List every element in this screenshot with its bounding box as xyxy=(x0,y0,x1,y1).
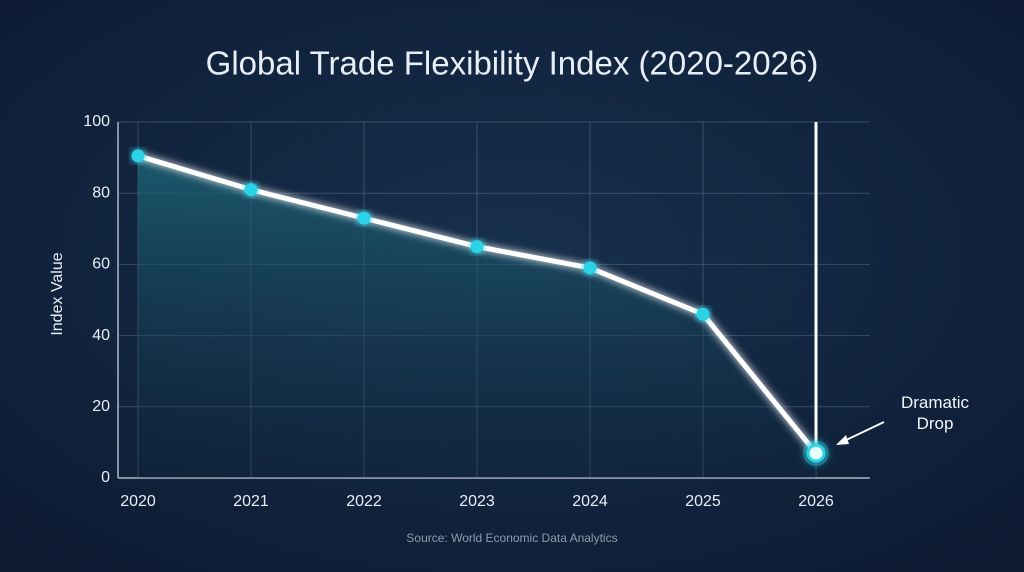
x-tick-label: 2023 xyxy=(459,493,495,510)
x-tick-label: 2026 xyxy=(798,493,834,510)
y-tick-label: 100 xyxy=(83,113,110,130)
chart-title: Global Trade Flexibility Index (2020-202… xyxy=(206,45,819,82)
y-tick-label: 60 xyxy=(92,256,110,273)
annotation-arrowhead xyxy=(836,435,849,445)
y-tick-label: 80 xyxy=(92,184,110,201)
x-tick-label: 2022 xyxy=(346,493,382,510)
x-tick-label: 2020 xyxy=(120,493,156,510)
point xyxy=(583,261,597,275)
annotation: Dramatic Drop xyxy=(900,393,969,433)
x-tick-label: 2021 xyxy=(233,493,269,510)
x-tick-label: 2025 xyxy=(685,493,721,510)
y-tick-label: 0 xyxy=(101,469,110,486)
y-tick-label: 40 xyxy=(92,327,110,344)
point xyxy=(244,183,258,197)
point xyxy=(696,307,710,321)
point xyxy=(357,211,371,225)
x-tick-label: 2024 xyxy=(572,493,608,510)
y-axis-label: Index Value xyxy=(49,252,66,335)
annotation-arrow xyxy=(841,421,885,443)
point xyxy=(470,240,484,254)
point xyxy=(806,443,826,463)
point xyxy=(131,149,145,163)
area xyxy=(138,155,816,478)
source: Source: World Economic Data Analytics xyxy=(406,531,617,545)
y-tick-label: 20 xyxy=(92,398,110,415)
